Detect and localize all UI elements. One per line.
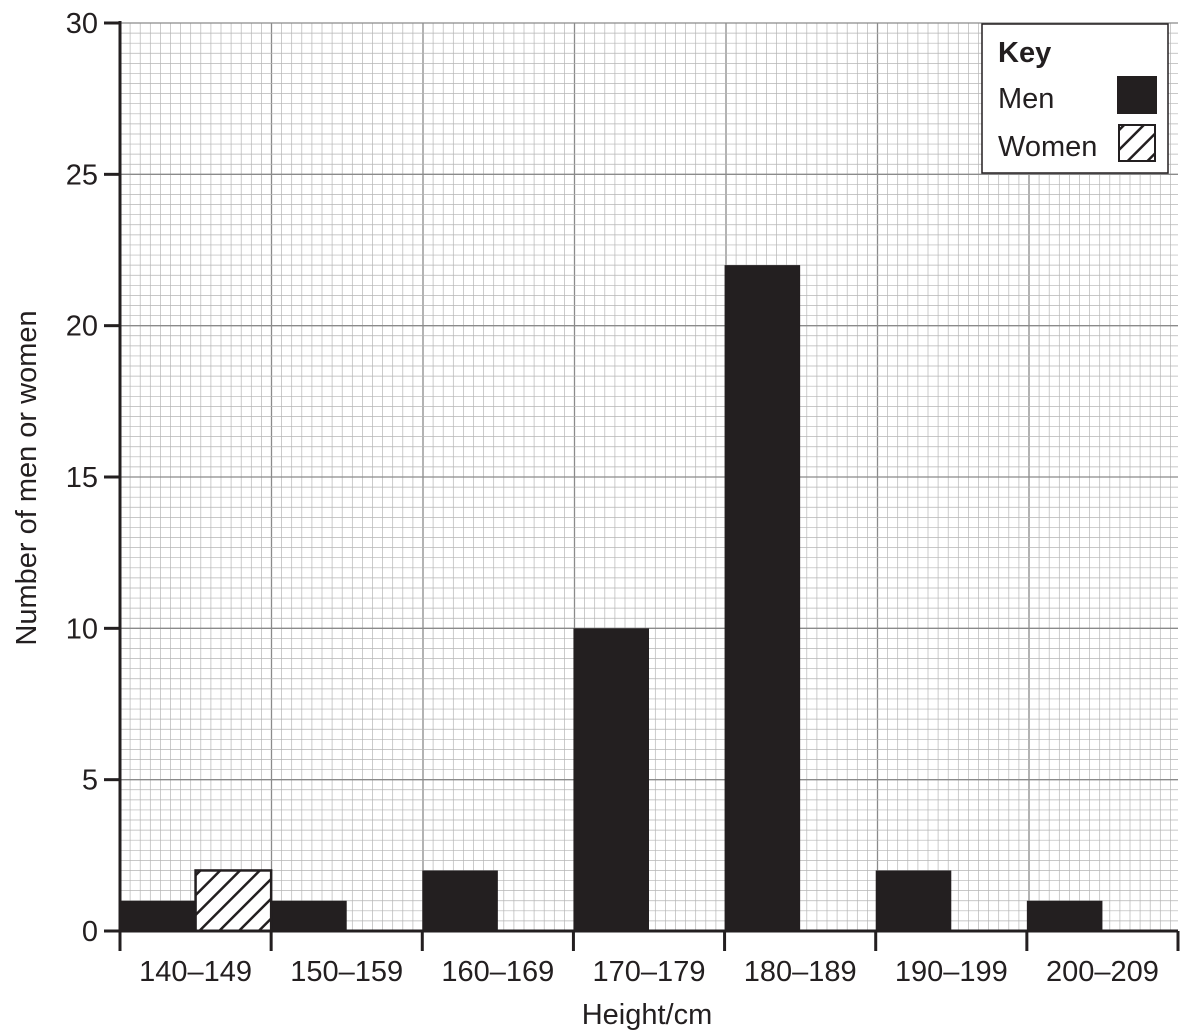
bar-men-2 (422, 870, 498, 931)
y-axis-label: Number of men or women (11, 310, 43, 645)
y-tick-label: 25 (66, 159, 98, 191)
x-tick-label: 160–169 (441, 956, 554, 988)
bar-men-3 (573, 628, 649, 931)
bar-men-6 (1026, 900, 1103, 931)
axis-labels: Number of men or women Height/cm (11, 310, 712, 1031)
legend-title: Key (998, 37, 1051, 69)
y-tick-label: 5 (82, 765, 98, 797)
legend-label-women: Women (998, 131, 1097, 163)
y-tick-label: 20 (66, 311, 98, 343)
x-tick-label: 150–159 (290, 956, 403, 988)
bar-men-0 (120, 900, 196, 931)
x-tick-label: 190–199 (895, 956, 1008, 988)
legend-swatch-men (1117, 76, 1157, 114)
y-tick-label: 15 (66, 462, 98, 494)
legend: Key Men Women (981, 23, 1169, 174)
x-tick-label: 180–189 (744, 956, 857, 988)
y-tick-label: 0 (82, 916, 98, 948)
x-axis-label: Height/cm (582, 999, 713, 1031)
y-tick-label: 10 (66, 613, 98, 645)
x-tick-label: 170–179 (593, 956, 706, 988)
x-tick-label: 140–149 (139, 956, 252, 988)
bar-men-5 (875, 870, 952, 931)
bar-men-1 (271, 900, 347, 931)
bar-men-4 (724, 265, 801, 932)
legend-swatch-women (1118, 124, 1156, 162)
x-tick-label: 200–209 (1046, 956, 1159, 988)
legend-label-men: Men (998, 83, 1054, 115)
y-tick-label: 30 (66, 8, 98, 40)
bar-women-0 (194, 869, 273, 933)
axes: 0 5 10 15 20 25 30 140–149 150–159 160–169 170–179… (66, 8, 1180, 988)
bars (120, 265, 1103, 933)
